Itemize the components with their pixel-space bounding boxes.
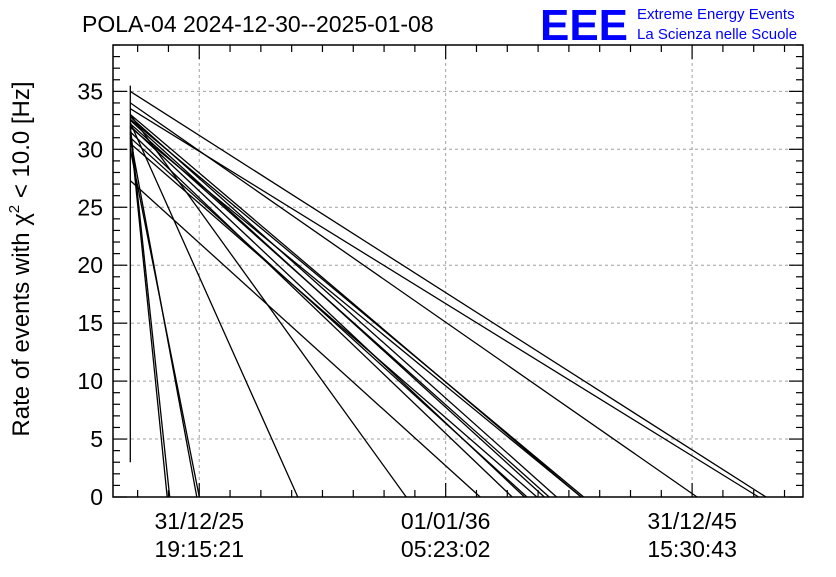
y-axis-label-sup: 2 [6,205,23,213]
series-line [129,114,582,498]
x-tick-label-time: 19:15:21 [154,536,244,562]
y-axis-label-suffix: < 10.0 [Hz] [8,81,35,204]
logo-eee: EEE [540,1,628,50]
plot-frame [112,44,804,498]
series-line [129,118,585,498]
series-line [129,131,168,498]
y-tick-label: 10 [77,368,103,394]
y-tick-label: 25 [77,194,103,220]
y-axis-label-chi: χ [8,213,35,226]
y-tick-label: 30 [77,136,103,162]
y-tick-label: 15 [77,310,103,336]
series-line [129,126,171,498]
series-line [129,122,299,498]
branding-line-1: Extreme Energy Events [637,6,795,23]
y-axis-label-prefix: Rate of events with [8,226,35,437]
series-line [129,90,767,498]
series-line [129,108,759,498]
y-tick-label: 20 [77,252,103,278]
x-tick-label-date: 01/01/36 [401,508,491,534]
series-line [129,123,550,498]
series-line [129,180,481,498]
y-tick-label: 35 [77,78,103,104]
series-layer [129,85,767,498]
series-line [129,143,538,498]
y-tick-label: 5 [90,426,103,452]
series-line [129,126,582,498]
y-tick-label: 0 [90,484,103,510]
x-tick-label-date: 31/12/45 [647,508,737,534]
x-tick-label-time: 05:23:02 [401,536,491,562]
branding-line-2: La Scienza nelle Scuole [637,26,797,43]
series-line [129,131,513,498]
x-tick-label-date: 31/12/25 [154,508,244,534]
series-line [129,149,200,498]
series-line [129,102,698,498]
series-line [129,116,558,498]
series-line [129,125,525,498]
y-axis-label: Rate of events with χ2 < 10.0 [Hz] [6,81,35,436]
x-tick-label-time: 15:30:43 [647,536,737,562]
chart-title: POLA-04 2024-12-30--2025-01-08 [82,11,434,37]
grid-layer [113,45,803,497]
